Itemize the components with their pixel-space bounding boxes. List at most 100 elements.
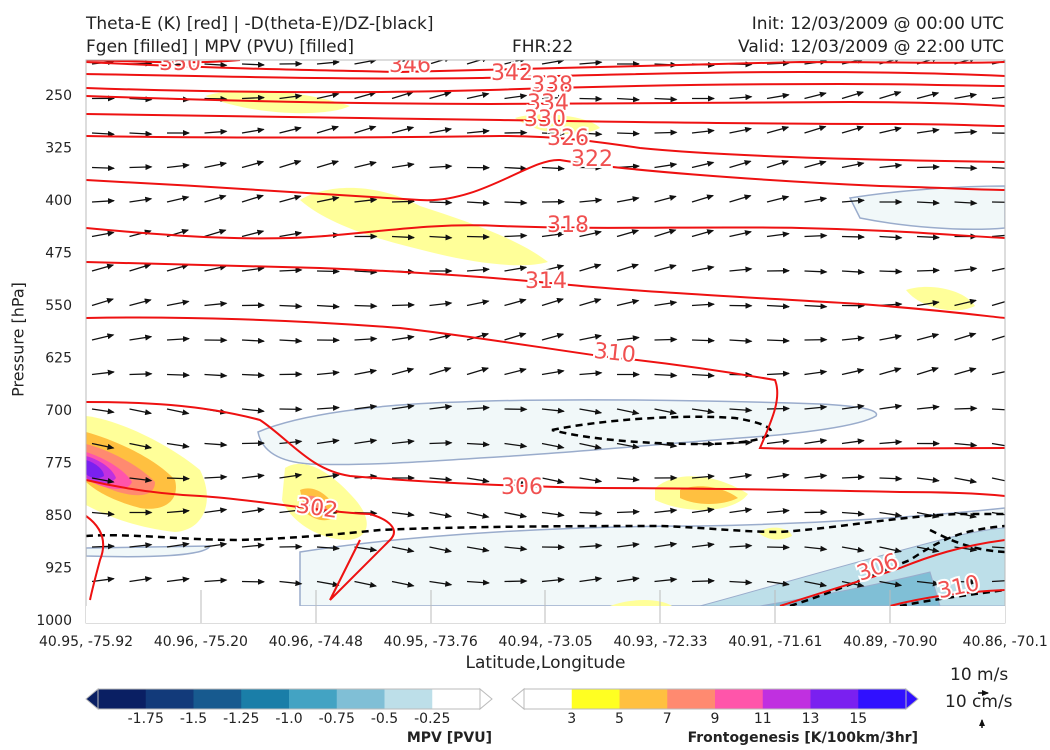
init-time: Init: 12/03/2009 @ 00:00 UTC xyxy=(751,14,1004,34)
wind-vector xyxy=(991,477,1005,482)
wind-vector xyxy=(204,474,228,481)
colorbar-outline xyxy=(97,688,481,710)
wind-vector xyxy=(841,510,865,517)
wind-vector xyxy=(616,263,639,272)
mpv-colorbar: -1.75 -1.5 -1.25 -1.0 -0.75 -0.5 -0.25 MPV [PVU… xyxy=(85,687,493,746)
x-tick-label: 40.94, -73.05 xyxy=(499,634,593,650)
colorbar-extend-left xyxy=(85,687,99,711)
wind-vector xyxy=(129,263,152,272)
wind-vector xyxy=(879,126,902,134)
wind-vector xyxy=(804,473,828,480)
wind-vector xyxy=(166,61,190,68)
wind-vector xyxy=(91,477,115,484)
wind-vector xyxy=(241,127,265,134)
wind-vector xyxy=(804,303,828,310)
wind-vector xyxy=(729,542,753,549)
wind-vector xyxy=(204,229,227,238)
wind-vector xyxy=(166,576,190,583)
wind-vector xyxy=(654,408,678,416)
wind-vector xyxy=(204,194,227,203)
valid-time: Valid: 12/03/2009 @ 22:00 UTC xyxy=(738,37,1004,57)
wind-vector xyxy=(91,510,115,517)
wind-vector xyxy=(129,130,153,137)
wind-vector xyxy=(129,576,153,583)
wind-vector xyxy=(954,199,978,206)
wind-vector xyxy=(391,403,415,410)
wind-vector xyxy=(691,160,715,169)
wind-vector xyxy=(541,332,565,341)
wind-vector xyxy=(916,404,940,411)
wind-vector xyxy=(654,195,677,203)
wind-vector xyxy=(766,159,789,169)
wind-vector xyxy=(166,475,190,482)
colorbar-swatch xyxy=(619,689,668,709)
thetae-contour-label: 306 xyxy=(501,475,543,500)
wind-vector xyxy=(916,127,940,134)
wind-vector xyxy=(354,336,378,342)
wind-vector xyxy=(616,476,640,483)
wind-vector xyxy=(466,332,490,341)
wind-vector xyxy=(504,545,528,552)
wind-vector xyxy=(766,508,790,515)
wind-vector xyxy=(91,165,115,172)
colorbar-tick-label: 9 xyxy=(711,711,720,727)
wind-vector xyxy=(279,303,303,310)
fgen-region-550 xyxy=(906,286,975,311)
thetae-contour-302 xyxy=(86,479,395,601)
wind-vector xyxy=(391,90,414,100)
wind-vector xyxy=(766,580,790,587)
wind-vector xyxy=(354,197,378,204)
wind-vector xyxy=(279,159,302,169)
wind-vector xyxy=(991,335,1005,341)
fgen-region-left-b xyxy=(86,460,104,479)
wind-vector xyxy=(841,91,865,100)
wind-vector xyxy=(804,91,827,100)
wind-vector xyxy=(279,438,303,445)
y-tick-label: 250 xyxy=(45,88,72,104)
wind-vector xyxy=(654,264,677,272)
wind-vector xyxy=(991,267,1005,272)
fgen-region-bottom xyxy=(610,600,672,606)
wind-vector xyxy=(166,195,190,203)
wind-vector xyxy=(766,472,790,479)
wind-vector xyxy=(466,441,490,448)
wind-vector xyxy=(279,230,303,238)
wind-vector xyxy=(241,473,265,480)
wind-vector xyxy=(541,368,565,376)
wind-vector xyxy=(391,334,415,341)
thetae-contour-label: 342 xyxy=(491,61,533,86)
wind-vector xyxy=(579,442,602,450)
x-tick-label: 40.96, -75.20 xyxy=(154,634,248,650)
wind-vector xyxy=(916,199,940,206)
wind-vector xyxy=(654,336,678,343)
wind-vector xyxy=(204,507,228,514)
wind-vector xyxy=(954,165,978,172)
wind-vector xyxy=(391,234,415,241)
wind-vector xyxy=(429,439,453,446)
thetae-contour-label: 346 xyxy=(389,53,431,78)
wind-vector xyxy=(841,403,865,410)
mpv-region-mid xyxy=(257,399,878,466)
wind-vector xyxy=(616,508,640,515)
colorbar-tick-label: -1.5 xyxy=(180,711,207,727)
wind-vector xyxy=(391,438,415,445)
wind-vector xyxy=(354,580,378,588)
wind-vector xyxy=(466,128,490,135)
colorbar-swatch xyxy=(145,689,194,709)
wind-vector xyxy=(579,333,603,341)
forecast-hour: FHR:22 xyxy=(512,37,574,57)
colorbar-swatch xyxy=(241,689,290,709)
colorbar-extend-left xyxy=(511,687,525,711)
wind-vector xyxy=(841,335,865,342)
wind-vector xyxy=(391,367,415,376)
wind-vector xyxy=(654,96,678,103)
wind-vector xyxy=(616,541,640,548)
wind-vector xyxy=(316,545,340,552)
wind-vector xyxy=(316,303,340,310)
wind-vector xyxy=(954,546,978,553)
wind-vector xyxy=(391,198,415,205)
wind-vector xyxy=(954,367,977,376)
wind-vector xyxy=(166,541,190,548)
y-tick-label: 1000 xyxy=(36,613,72,629)
